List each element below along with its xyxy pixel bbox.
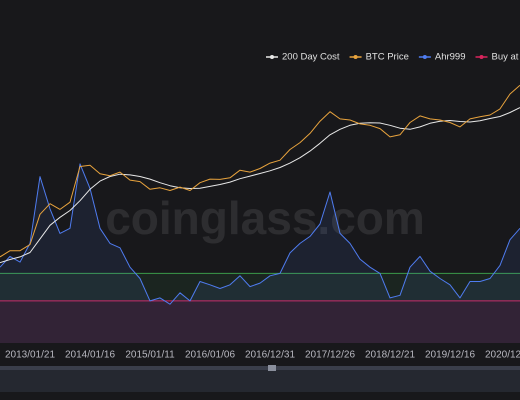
- legend-item[interactable]: BTC Price: [349, 52, 409, 63]
- x-tick-label: 2016/12/31: [245, 350, 295, 361]
- x-tick-label: 2016/01/06: [185, 350, 235, 361]
- x-tick-label: 2014/01/16: [65, 350, 115, 361]
- legend-item[interactable]: Ahr999: [418, 52, 466, 63]
- zone-bottom: [0, 300, 520, 343]
- watermark: coinglass.com: [105, 192, 425, 244]
- x-tick-label: 2019/12/16: [425, 350, 475, 361]
- legend-item[interactable]: Buy at the bottom: [475, 52, 520, 63]
- legend-dot: [479, 55, 484, 59]
- x-tick-label: 2013/01/21: [5, 350, 55, 361]
- legend-dot: [353, 55, 358, 59]
- legend-dot: [422, 55, 427, 59]
- x-tick-label: 2015/01/11: [125, 350, 175, 361]
- navigator-bar[interactable]: [0, 366, 520, 370]
- legend-dot: [270, 55, 274, 59]
- x-tick-label: 2020/12/10: [485, 350, 520, 361]
- series-line: [0, 84, 520, 258]
- legend-label: 200 Day Cost: [282, 52, 340, 63]
- navigator-handle[interactable]: [268, 365, 276, 371]
- navigator: [0, 365, 520, 392]
- legend-label: Ahr999: [435, 52, 466, 63]
- series-line: [0, 163, 520, 305]
- legend-label: Buy at the bottom: [492, 52, 520, 63]
- legend-item[interactable]: 200 Day Cost: [266, 52, 340, 63]
- series-line: [0, 107, 520, 264]
- x-tick-label: 2017/12/26: [305, 350, 355, 361]
- x-tick-label: 2018/12/21: [365, 350, 415, 361]
- legend: 200 Day Cost BTC Price Ahr999 Buy at the bo…: [266, 52, 520, 63]
- zone-middle: [0, 273, 520, 301]
- legend-label: BTC Price: [366, 52, 409, 63]
- navigator-track: [0, 366, 520, 392]
